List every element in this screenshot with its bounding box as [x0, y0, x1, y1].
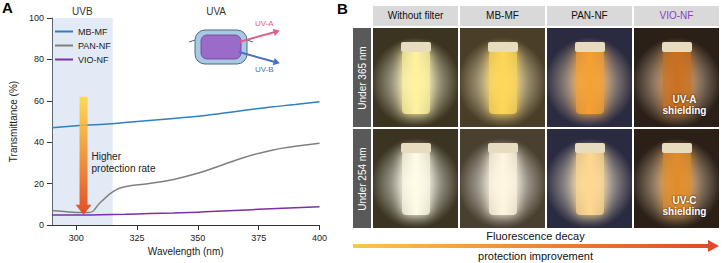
- svg-text:325: 325: [130, 233, 145, 243]
- svg-text:20: 20: [34, 179, 44, 189]
- svg-text:0: 0: [39, 220, 44, 230]
- svg-text:350: 350: [190, 233, 205, 243]
- html-text:B: B: [337, 0, 348, 17]
- svg-text:375: 375: [251, 233, 266, 243]
- svg-text:protection rate: protection rate: [92, 163, 156, 174]
- html-text:UV-A shielding: UV-A shielding: [662, 94, 707, 116]
- html-text:PAN-NF: PAN-NF: [571, 10, 608, 21]
- svg-text:100: 100: [29, 13, 44, 23]
- svg-text:VIO-NF: VIO-NF: [78, 55, 109, 65]
- svg-text:UVA: UVA: [206, 6, 226, 17]
- svg-text:400: 400: [312, 233, 327, 243]
- svg-text:Transmittance (%): Transmittance (%): [8, 81, 19, 162]
- html-text:VIO-NF: VIO-NF: [659, 10, 694, 21]
- svg-text:UV-B: UV-B: [255, 65, 274, 74]
- svg-text:80: 80: [34, 54, 44, 64]
- html-text:Without filter: Without filter: [387, 10, 444, 21]
- svg-text:40: 40: [34, 137, 44, 147]
- html-text:MB-MF: MB-MF: [486, 10, 519, 21]
- svg-text:Wavelength (nm): Wavelength (nm): [148, 246, 224, 257]
- svg-text:MB-MF: MB-MF: [78, 27, 108, 37]
- svg-text:UV-A: UV-A: [255, 19, 274, 28]
- svg-text:300: 300: [69, 233, 84, 243]
- html-text:Under 254 nm: Under 254 nm: [356, 146, 368, 211]
- svg-text:A: A: [2, 0, 13, 16]
- svg-text:PAN-NF: PAN-NF: [78, 41, 111, 51]
- html-text:UV-C shielding: UV-C shielding: [662, 195, 707, 217]
- svg-text:UVB: UVB: [72, 6, 93, 17]
- svg-text:60: 60: [34, 96, 44, 106]
- html-text:protection improvement: protection improvement: [478, 250, 593, 262]
- svg-text:Higher: Higher: [92, 151, 124, 162]
- html-text:Under 365 nm: Under 365 nm: [356, 45, 368, 110]
- html-text:Fluorescence decay: Fluorescence decay: [486, 230, 585, 242]
